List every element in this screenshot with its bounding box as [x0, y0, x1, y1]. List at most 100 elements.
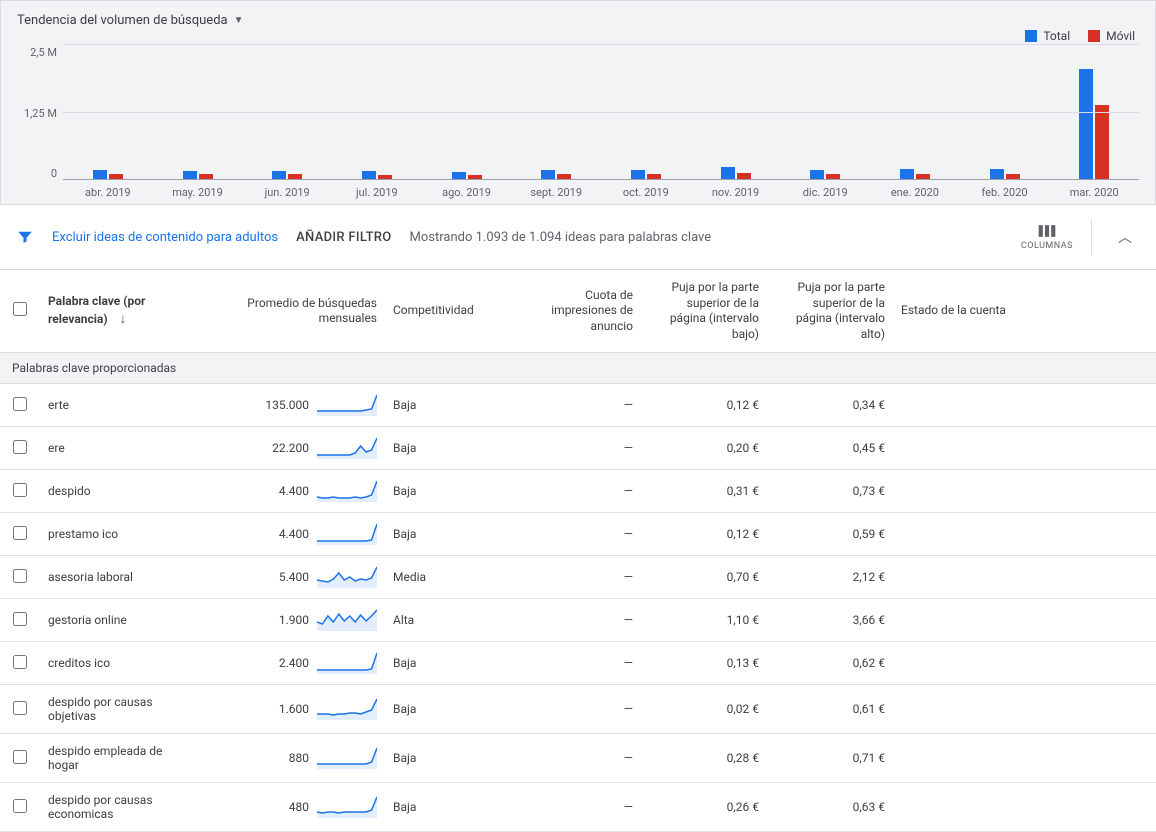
- table-row[interactable]: asesoria laboral5.400Media—0,70 €2,12 €: [0, 556, 1156, 599]
- cell-account: [893, 642, 1156, 685]
- bar-total[interactable]: [721, 167, 735, 179]
- filter-toolbar: Excluir ideas de contenido para adultos …: [0, 205, 1156, 270]
- col-imp[interactable]: Cuota de impresiones de anuncio: [515, 270, 641, 353]
- bar-movil[interactable]: [647, 174, 661, 179]
- table-row[interactable]: despido empleada de hogar880Baja—0,28 €0…: [0, 734, 1156, 783]
- row-checkbox[interactable]: [13, 655, 27, 669]
- row-checkbox[interactable]: [13, 701, 27, 715]
- cell-comp: Baja: [385, 734, 515, 783]
- legend-swatch: [1025, 30, 1037, 42]
- exclude-adult-link[interactable]: Excluir ideas de contenido para adultos: [52, 230, 278, 245]
- bar-total[interactable]: [93, 170, 107, 179]
- add-filter-button[interactable]: AÑADIR FILTRO: [296, 230, 391, 245]
- y-tick-label: 2,5 M: [30, 46, 57, 59]
- sparkline: [317, 480, 377, 502]
- bar-total[interactable]: [541, 170, 555, 179]
- sparkline: [317, 394, 377, 416]
- row-checkbox[interactable]: [13, 526, 27, 540]
- row-checkbox[interactable]: [13, 397, 27, 411]
- cell-comp: Baja: [385, 642, 515, 685]
- bar-total[interactable]: [900, 169, 914, 179]
- table-row[interactable]: despido por causas economicas480Baja—0,2…: [0, 783, 1156, 832]
- collapse-icon[interactable]: ︿: [1110, 227, 1140, 247]
- cell-avg: 4.400: [200, 513, 385, 556]
- cell-account: [893, 513, 1156, 556]
- toolbar-divider: [1091, 219, 1092, 255]
- row-checkbox[interactable]: [13, 799, 27, 813]
- cell-account: [893, 384, 1156, 427]
- bar-movil[interactable]: [916, 174, 930, 179]
- legend-item[interactable]: Total: [1025, 29, 1070, 43]
- chart-title-dropdown[interactable]: Tendencia del volumen de búsqueda ▼: [17, 9, 1139, 36]
- cell-keyword: erte: [40, 384, 200, 427]
- cell-imp: —: [515, 734, 641, 783]
- table-row[interactable]: ere22.200Baja—0,20 €0,45 €: [0, 427, 1156, 470]
- bar-total[interactable]: [452, 172, 466, 179]
- bar-movil[interactable]: [109, 174, 123, 179]
- x-tick-label: sept. 2019: [511, 180, 601, 204]
- legend-item[interactable]: Móvil: [1088, 29, 1135, 43]
- x-tick-label: jul. 2019: [332, 180, 422, 204]
- sparkline: [317, 523, 377, 545]
- row-checkbox[interactable]: [13, 483, 27, 497]
- bar-total[interactable]: [990, 169, 1004, 179]
- col-account[interactable]: Estado de la cuenta: [893, 270, 1156, 353]
- cell-imp: —: [515, 513, 641, 556]
- bar-total[interactable]: [362, 171, 376, 179]
- cell-keyword: gestoria online: [40, 599, 200, 642]
- cell-avg: 4.400: [200, 470, 385, 513]
- filter-icon[interactable]: [16, 228, 34, 246]
- bar-movil[interactable]: [737, 173, 751, 179]
- row-checkbox[interactable]: [13, 612, 27, 626]
- x-tick-label: mar. 2020: [1049, 180, 1139, 204]
- row-checkbox[interactable]: [13, 569, 27, 583]
- cell-account: [893, 783, 1156, 832]
- bar-total[interactable]: [183, 171, 197, 179]
- table-row[interactable]: despido4.400Baja—0,31 €0,73 €: [0, 470, 1156, 513]
- cell-account: [893, 427, 1156, 470]
- cell-bid-low: 0,20 €: [641, 427, 767, 470]
- bar-movil[interactable]: [199, 174, 213, 179]
- row-checkbox[interactable]: [13, 750, 27, 764]
- bar-movil[interactable]: [557, 174, 571, 179]
- x-tick-label: oct. 2019: [601, 180, 691, 204]
- col-avg[interactable]: Promedio de búsquedas mensuales: [200, 270, 385, 353]
- cell-bid-low: 0,28 €: [641, 734, 767, 783]
- table-row[interactable]: creditos ico2.400Baja—0,13 €0,62 €: [0, 642, 1156, 685]
- col-bid-high[interactable]: Puja por la parte superior de la página …: [767, 270, 893, 353]
- table-row[interactable]: erte135.000Baja—0,12 €0,34 €: [0, 384, 1156, 427]
- columns-button[interactable]: COLUMNAS: [1021, 223, 1073, 251]
- col-bid-low[interactable]: Puja por la parte superior de la página …: [641, 270, 767, 353]
- cell-imp: —: [515, 470, 641, 513]
- bar-movil[interactable]: [378, 175, 392, 179]
- cell-avg: 2.400: [200, 642, 385, 685]
- col-comp[interactable]: Competitividad: [385, 270, 515, 353]
- cell-comp: Baja: [385, 513, 515, 556]
- select-all-checkbox[interactable]: [13, 302, 27, 316]
- bar-movil[interactable]: [1006, 174, 1020, 179]
- bar-movil[interactable]: [826, 174, 840, 179]
- cell-comp: Baja: [385, 384, 515, 427]
- bar-total[interactable]: [810, 170, 824, 179]
- bar-movil[interactable]: [468, 175, 482, 179]
- row-checkbox[interactable]: [13, 440, 27, 454]
- bar-movil[interactable]: [1095, 105, 1109, 179]
- chart-plot: [63, 44, 1139, 180]
- x-tick-label: feb. 2020: [960, 180, 1050, 204]
- cell-avg: 880: [200, 734, 385, 783]
- cell-comp: Baja: [385, 427, 515, 470]
- bar-total[interactable]: [631, 170, 645, 179]
- cell-comp: Baja: [385, 783, 515, 832]
- col-keyword[interactable]: Palabra clave (por relevancia)↓: [40, 270, 200, 353]
- table-row[interactable]: despido por causas objetivas1.600Baja—0,…: [0, 685, 1156, 734]
- cell-avg: 5.400: [200, 556, 385, 599]
- cell-imp: —: [515, 556, 641, 599]
- bar-total[interactable]: [272, 171, 286, 179]
- bar-total[interactable]: [1079, 69, 1093, 179]
- bar-movil[interactable]: [288, 174, 302, 179]
- cell-keyword: prestamo ico: [40, 513, 200, 556]
- table-row[interactable]: gestoria online1.900Alta—1,10 €3,66 €: [0, 599, 1156, 642]
- cell-account: [893, 470, 1156, 513]
- table-row[interactable]: prestamo ico4.400Baja—0,12 €0,59 €: [0, 513, 1156, 556]
- sparkline: [317, 437, 377, 459]
